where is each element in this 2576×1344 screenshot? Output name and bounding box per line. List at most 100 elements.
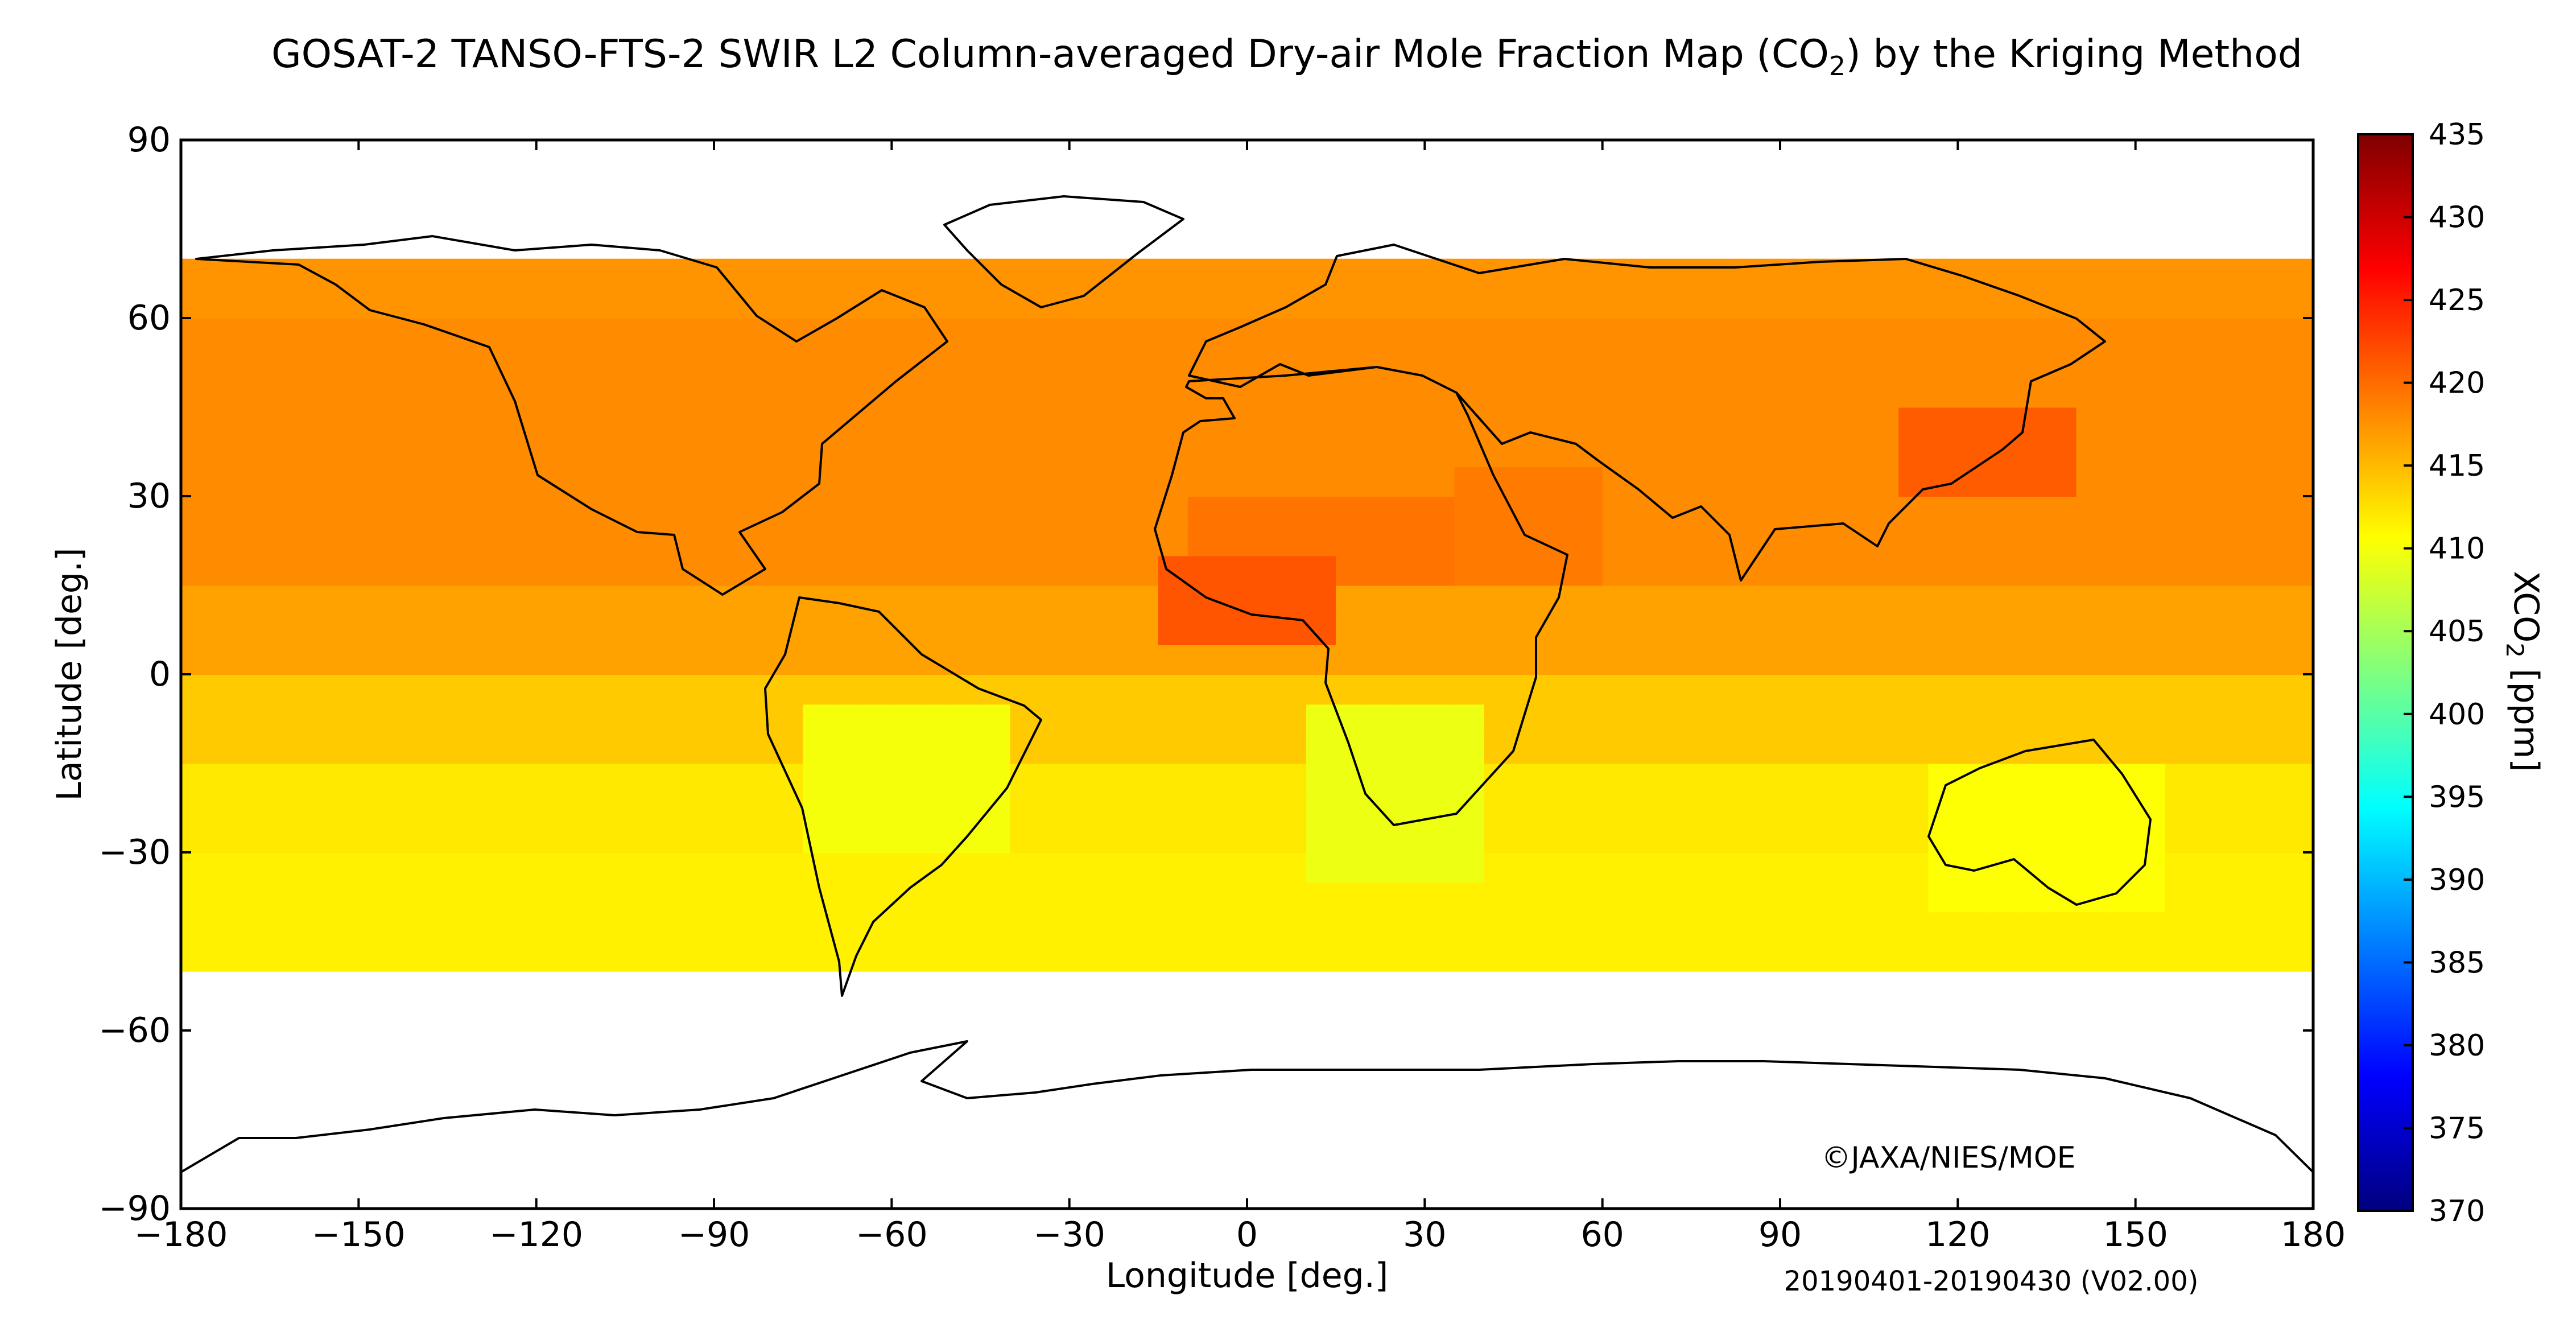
heatmap-cell [1810,882,1840,913]
heatmap-cell [744,407,774,438]
heatmap-cell [980,407,1011,438]
heatmap-cell [2224,258,2255,289]
heatmap-cell [2194,258,2225,289]
heatmap-cell [1336,288,1367,319]
heatmap-cell [1602,941,1633,972]
heatmap-cell [684,585,715,616]
heatmap-cell [1158,615,1188,645]
heatmap-cell [891,585,922,616]
heatmap-cell [1128,496,1159,527]
heatmap-cell [1187,852,1218,883]
heatmap-cell [358,733,389,764]
heatmap-cell [1987,941,2018,972]
heatmap-cell [1365,912,1396,942]
heatmap-cell [1306,585,1337,616]
heatmap-cell [270,793,300,823]
heatmap-cell [1099,348,1129,378]
heatmap-cell [1839,496,1870,527]
heatmap-cell [654,733,685,764]
heatmap-cell [1069,318,1100,349]
heatmap-cell [654,674,685,705]
heatmap-cell [1987,852,2018,883]
heatmap-cell [1010,258,1041,289]
heatmap-cell [1039,852,1070,883]
heatmap-cell [1336,674,1367,705]
heatmap-cell [1810,288,1840,319]
heatmap-cell [1632,941,1662,972]
heatmap-cell [2135,644,2166,675]
heatmap-cell [240,288,271,319]
heatmap-cell [1247,644,1278,675]
heatmap-cell [832,526,863,556]
heatmap-cell [803,674,833,705]
heatmap-cell [1543,704,1574,735]
heatmap-cell [1425,941,1455,972]
heatmap-cell [2106,526,2136,556]
heatmap-cell [2253,822,2284,853]
heatmap-cell [506,793,537,823]
heatmap-cell [1454,793,1485,823]
heatmap-cell [980,258,1011,289]
heatmap-cell [1869,407,1900,438]
heatmap-cell [2076,852,2107,883]
heatmap-cell [1069,466,1100,497]
heatmap-cell [832,912,863,942]
heatmap-cell [506,674,537,705]
heatmap-cell [1543,941,1574,972]
heatmap-cell [714,466,745,497]
heatmap-cell [329,822,360,853]
heatmap-cell [1839,941,1870,972]
heatmap-cell [2253,377,2284,408]
heatmap-cell [684,407,715,438]
heatmap-cell [1632,733,1662,764]
heatmap-cell [2283,466,2313,497]
heatmap-cell [1869,912,1900,942]
heatmap-cell [773,674,804,705]
heatmap-cell [2046,436,2077,467]
heatmap-cell [2135,912,2166,942]
heatmap-cell [1810,258,1840,289]
heatmap-cell [1632,882,1662,913]
heatmap-cell [1928,644,1959,675]
heatmap-cell [1010,763,1041,794]
heatmap-cell [1691,555,1722,586]
heatmap-cell [1039,436,1070,467]
heatmap-cell [565,822,596,853]
heatmap-cell [1720,436,1751,467]
heatmap-cell [654,288,685,319]
heatmap-cell [1187,436,1218,467]
heatmap-cell [1425,882,1455,913]
heatmap-cell [1187,466,1218,497]
heatmap-cell [951,644,981,675]
heatmap-cell [565,585,596,616]
heatmap-cell [595,733,626,764]
heatmap-cell [181,318,212,349]
heatmap-cell [1898,496,1929,527]
heatmap-cell [299,704,330,735]
heatmap-cell [1158,348,1188,378]
heatmap-cell [803,733,833,764]
heatmap-cell [506,466,537,497]
heatmap-cell [803,912,833,942]
heatmap-cell [625,526,655,556]
heatmap-cell [210,555,241,586]
heatmap-cell [1602,852,1633,883]
heatmap-cell [1336,704,1367,735]
colorbar-tick-label: 390 [2429,863,2485,897]
heatmap-cell [1958,466,1988,497]
x-tick-label: −120 [489,1215,583,1255]
heatmap-cell [2076,822,2107,853]
heatmap-cell [595,912,626,942]
heatmap-cell [210,318,241,349]
heatmap-cell [921,436,952,467]
heatmap-cell [1750,852,1781,883]
heatmap-cell [1484,318,1514,349]
heatmap-cell [891,793,922,823]
heatmap-cell [358,793,389,823]
heatmap-cell [181,822,212,853]
heatmap-cell [951,496,981,527]
heatmap-cell [1987,704,2018,735]
heatmap-cell [595,941,626,972]
colorbar [2357,133,2414,1212]
heatmap-cell [240,674,271,705]
